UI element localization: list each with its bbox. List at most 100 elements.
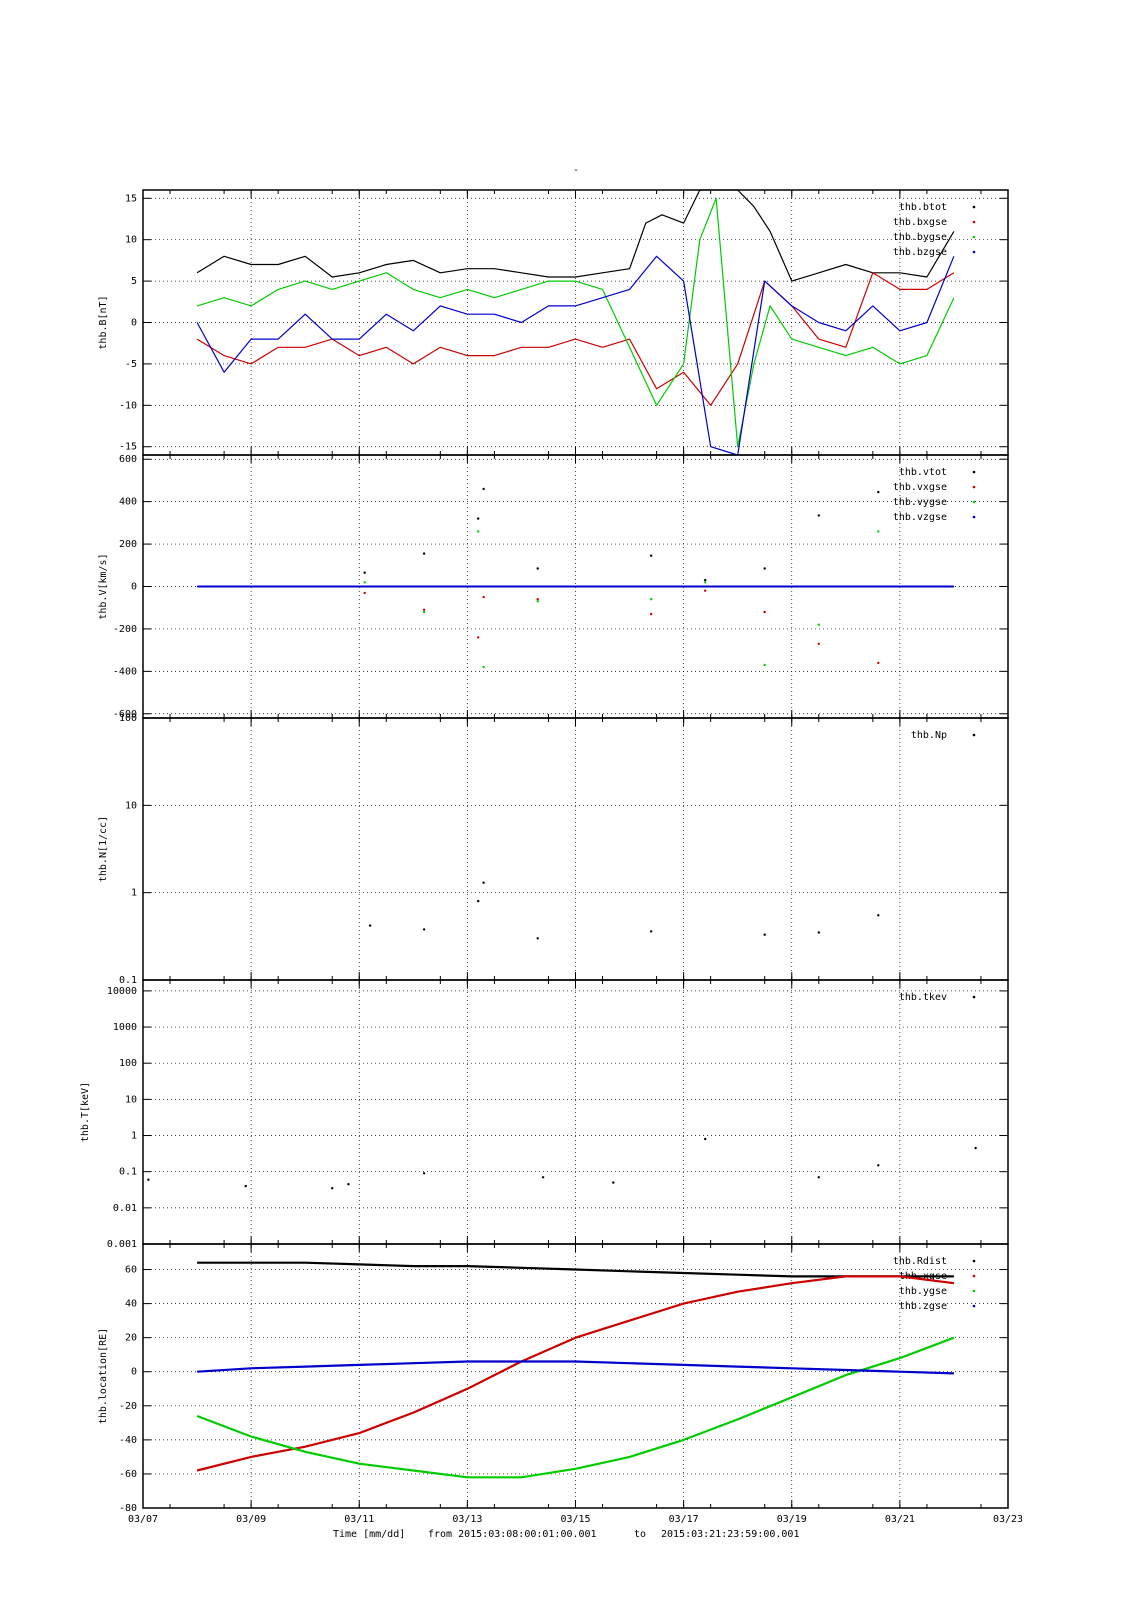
series-thb.xgse [196, 1275, 955, 1472]
y-tick-label: -400 [113, 666, 137, 677]
legend-label: thb.Np [911, 730, 947, 741]
data-point [877, 661, 880, 665]
legend-marker [972, 995, 976, 999]
legend-marker [972, 1304, 976, 1308]
legend-label: thb.bxgse [893, 217, 947, 228]
x-tick-label: 03/13 [452, 1514, 482, 1525]
y-tick-label: -20 [119, 1401, 137, 1412]
data-point [363, 581, 366, 584]
data-point [422, 608, 426, 611]
y-tick-label: 0.1 [119, 975, 137, 986]
y-tick-label: 100 [119, 1058, 137, 1069]
legend-marker [972, 1259, 976, 1263]
data-point [704, 589, 707, 592]
data-point [482, 665, 485, 669]
series-line [197, 1360, 954, 1375]
data-point [704, 578, 707, 582]
data-point [477, 899, 480, 903]
panel-frame [142, 717, 1009, 981]
series-line [196, 255, 955, 456]
series-line [196, 189, 955, 282]
data-point [422, 928, 426, 931]
series-thb.bygse [196, 197, 955, 448]
y-tick-label: -10 [119, 400, 137, 411]
series-thb.Np [368, 881, 880, 940]
legend-label: thb.vzgse [893, 512, 947, 523]
y-tick-label: 0.01 [113, 1203, 137, 1214]
data-point [536, 567, 539, 570]
data-point [650, 930, 653, 933]
x-axis-label-time: Time [mm/dd] [333, 1529, 405, 1540]
data-point [763, 933, 766, 936]
data-point [877, 1164, 880, 1167]
data-point [817, 931, 820, 934]
legend-marker [972, 220, 976, 224]
x-tick-label: 03/09 [236, 1514, 266, 1525]
data-point [422, 1172, 426, 1175]
x-axis-label-to: to [634, 1529, 646, 1540]
y-axis-label: thb.B[nT] [98, 295, 109, 349]
x-axis-label-from: from 2015:03:08:00:01:00.001 [428, 1529, 597, 1540]
data-point [477, 517, 480, 520]
data-point [422, 610, 426, 614]
data-point [363, 571, 366, 574]
series-thb.zgse [197, 1360, 954, 1375]
legend-marker [972, 515, 976, 519]
panel-2: 100 10 1 0.1 thb.N[1/cc] thb.Np [98, 713, 1009, 986]
data-point [612, 1181, 615, 1184]
data-point [331, 1187, 334, 1190]
series-thb.vtot [363, 487, 880, 582]
data-point [763, 567, 766, 570]
data-point [817, 623, 820, 626]
y-tick-label: 0 [131, 582, 137, 593]
y-tick-label: 20 [125, 1333, 137, 1344]
y-tick-label: 600 [119, 454, 137, 465]
data-point [347, 1183, 350, 1186]
x-tick-label: 03/15 [560, 1514, 590, 1525]
legend-marker [972, 205, 976, 209]
data-point [536, 600, 539, 603]
series-thb.tkev [147, 1137, 977, 1190]
series-thb.Rdist [197, 1261, 954, 1278]
data-point [877, 490, 880, 494]
y-tick-label: -600 [113, 709, 137, 720]
series-thb.vxgse [363, 589, 880, 665]
data-point [482, 487, 485, 491]
data-point [704, 1137, 707, 1141]
legend-marker [972, 733, 976, 737]
y-tick-label: -15 [119, 442, 137, 453]
series-line [196, 1336, 955, 1479]
data-point [817, 642, 820, 645]
legend-label: thb.ygse [899, 1286, 947, 1297]
legend-marker [972, 1289, 976, 1293]
series-thb.bxgse [196, 272, 955, 406]
data-point [877, 530, 880, 533]
x-tick-label: 03/19 [777, 1514, 807, 1525]
chart-title: - [573, 165, 579, 176]
series-line [196, 1275, 955, 1472]
legend-marker [972, 500, 976, 504]
legend-marker [972, 485, 976, 489]
legend-label: thb.vygse [893, 497, 947, 508]
y-tick-label: 1 [131, 1131, 137, 1142]
x-tick-label: 03/17 [669, 1514, 699, 1525]
x-axis-label-end: 2015:03:21:23:59:00.001 [661, 1529, 799, 1540]
series-line [196, 197, 955, 448]
panels: 151050-5-10-15thb.B[nT]thb.btotthb.bxgse… [80, 189, 1009, 1514]
data-point [974, 1146, 977, 1150]
y-tick-label: -60 [119, 1469, 137, 1480]
series-thb.ygse [196, 1336, 955, 1479]
y-tick-label: 60 [125, 1265, 137, 1276]
legend-label: thb.Rdist [893, 1256, 947, 1267]
y-tick-label: 1 [131, 888, 137, 899]
series-line [197, 1261, 954, 1278]
data-point [536, 937, 539, 940]
legend-label: thb.btot [899, 202, 947, 213]
legend-marker [972, 470, 976, 474]
data-point [763, 610, 766, 614]
y-axis-label: thb.location[RE] [98, 1328, 109, 1424]
y-tick-label: 0 [131, 1367, 137, 1378]
y-tick-label: 0.1 [119, 1167, 137, 1178]
legend-label: thb.vxgse [893, 482, 947, 493]
